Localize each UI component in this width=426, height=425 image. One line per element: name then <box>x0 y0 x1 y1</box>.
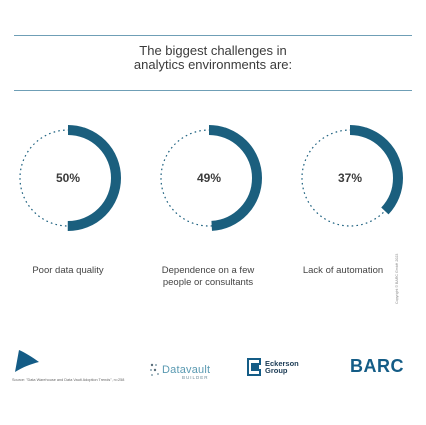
source-note: Source: "Data Warehouse and Data Vault A… <box>12 378 125 382</box>
category-label-3: Lack of automation <box>278 265 408 277</box>
barc-logo: BARC <box>350 356 404 376</box>
title-divider <box>14 90 412 91</box>
copyright-note: Copyright © BARC GmbH 2023 <box>395 253 399 304</box>
eckerson-group-logo: Eckerson Group <box>246 358 299 376</box>
title-line-2: analytics environments are: <box>133 57 293 72</box>
datavault-logo-subtext: BUILDER <box>182 375 209 380</box>
category-label-2-line-2: people or consultants <box>162 277 254 288</box>
datavault-builder-logo: Datavault BUILDER <box>148 362 211 380</box>
eckerson-logo-line-2: Group <box>265 366 288 375</box>
eckerson-logo-line-1: Eckerson <box>265 358 299 368</box>
category-label-3-line-1: Lack of automation <box>302 265 384 276</box>
donut-charts: 50% 49% 37% <box>15 125 403 231</box>
donut-arc-2 <box>156 125 262 231</box>
donut-value-label-2: 49% <box>197 171 221 185</box>
top-divider <box>14 35 412 36</box>
donut-arc-3 <box>297 125 403 231</box>
donut-2: 49% <box>156 125 262 231</box>
donut-value-label-1: 50% <box>56 171 80 185</box>
donut-value-label-3: 37% <box>338 171 362 185</box>
category-label-1-line-1: Poor data quality <box>32 265 104 276</box>
donut-1: 50% <box>15 125 121 231</box>
barc-arrow-logo-icon <box>15 350 39 372</box>
chart-title: The biggest challenges in analytics envi… <box>0 44 426 72</box>
eckerson-icon <box>247 358 261 376</box>
eckerson-logo-text: Eckerson Group <box>265 358 299 375</box>
category-label-2: Dependence on a few people or consultant… <box>143 265 273 289</box>
category-label-1: Poor data quality <box>3 265 133 277</box>
datavault-logo-text: Datavault <box>162 364 211 376</box>
datavault-icon <box>150 363 159 376</box>
donut-arc-1 <box>15 125 121 231</box>
donut-3: 37% <box>297 125 403 231</box>
category-label-2-line-1: Dependence on a few <box>161 265 255 276</box>
title-line-1: The biggest challenges in <box>139 43 287 58</box>
